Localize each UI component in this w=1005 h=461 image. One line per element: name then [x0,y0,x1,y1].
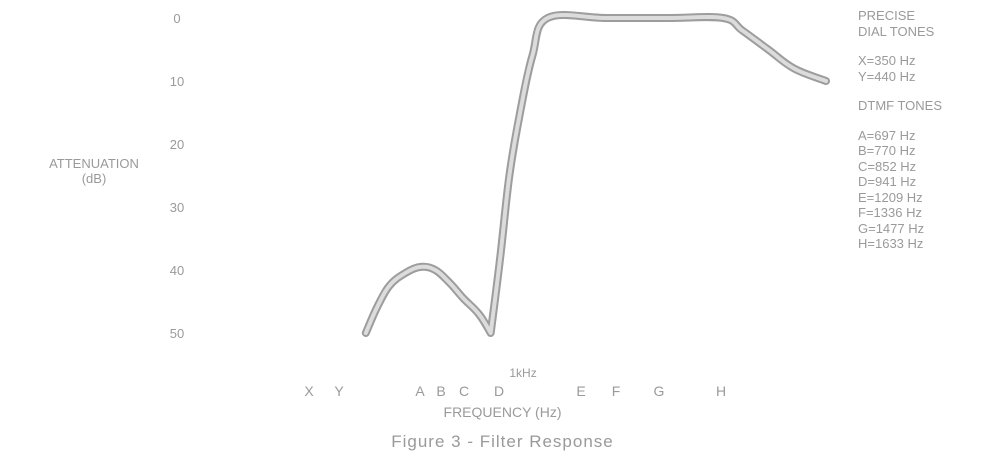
legend-item-b: B=770 Hz [858,143,916,158]
response-curve [363,13,828,335]
y-axis-ticks: 0 10 20 30 40 50 [170,11,184,341]
y-axis-label-line2: (dB) [81,171,107,186]
figure-title: Figure 3 - Filter Response [391,432,614,451]
legend-precise-heading-1: PRECISE [858,8,916,23]
legend-item-c: C=852 Hz [858,158,917,174]
y-tick-label: 10 [170,74,184,89]
y-tick-label: 40 [170,263,184,278]
legend-precise-heading-2: DIAL TONES [858,23,935,39]
x-tone-label: X [304,383,314,399]
x-tone-label: A [415,383,425,399]
legend-item-e: E=1209 Hz [858,189,923,205]
y-axis-label: ATTENUATION (dB) [28,156,160,186]
legend-item-f: F=1336 Hz [858,205,922,220]
y-tick-label: 50 [170,326,184,341]
x-annotation-1khz: 1kHz [509,366,536,380]
legend-item-a: A=697 Hz [858,127,916,143]
x-tone-label: E [576,383,585,399]
y-tick-label: 30 [170,200,184,215]
legend-dtmf-heading: DTMF TONES [858,98,943,113]
legend-item-y: Y=440 Hz [858,68,916,84]
x-tone-label: Y [334,383,344,399]
legend-item-g: G=1477 Hz [858,220,925,236]
response-curve-outline [361,11,830,337]
y-axis-label-line1: ATTENUATION [49,156,139,171]
x-tone-label: D [494,383,504,399]
x-axis-label: FREQUENCY (Hz) [443,404,562,420]
x-tone-label: G [654,383,665,399]
y-tick-label: 0 [173,11,180,26]
tone-legend: PRECISE DIAL TONES X=350 Hz Y=440 Hz DTM… [858,8,942,252]
y-tick-label: 20 [170,137,184,152]
legend-item-x: X=350 Hz [858,53,916,68]
x-tone-label: B [436,383,445,399]
x-tone-label: C [459,383,469,399]
x-tone-label: H [716,383,726,399]
x-tone-label: F [612,383,621,399]
legend-item-d: D=941 Hz [858,174,917,189]
legend-item-h: H=1633 Hz [858,236,924,251]
